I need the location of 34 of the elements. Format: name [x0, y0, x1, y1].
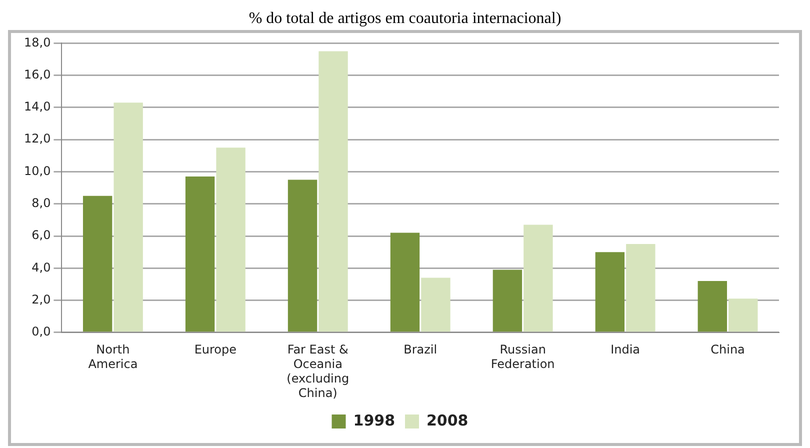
bar — [82, 196, 112, 332]
x-tick-label: Russian Federation — [490, 342, 555, 372]
y-tick-label: 12,0 — [24, 132, 51, 146]
x-tick-label: Brazil — [404, 342, 438, 357]
legend-label: 2008 — [426, 411, 468, 430]
x-tick-label: Europe — [194, 342, 237, 357]
x-tick-label: North America — [88, 342, 138, 372]
bar — [698, 280, 727, 332]
legend-label: 1998 — [353, 411, 395, 430]
bar — [390, 232, 420, 332]
y-tick-label: 18,0 — [24, 35, 51, 50]
y-tick-label: 4,0 — [32, 260, 51, 274]
bar — [626, 244, 656, 332]
x-tick-label: China — [710, 342, 745, 357]
y-tick-label: 14,0 — [24, 100, 51, 114]
bar — [288, 180, 318, 332]
chart-title: % do total de artigos em coautoria internacional) — [248, 9, 562, 29]
bar — [728, 298, 758, 332]
bar — [318, 51, 348, 332]
y-tick-label: 6,0 — [32, 228, 51, 242]
y-tick-label: 0,0 — [32, 324, 51, 339]
bar — [216, 148, 246, 332]
bar — [185, 176, 215, 332]
bar — [492, 270, 522, 332]
y-tick-label: 10,0 — [24, 164, 51, 178]
x-tick-label: Far East & Oceania (excluding China) — [286, 342, 350, 400]
bar — [114, 102, 143, 332]
y-tick-label: 16,0 — [24, 67, 51, 82]
y-tick-label: 8,0 — [32, 196, 51, 210]
bar — [524, 224, 553, 332]
bar — [595, 252, 625, 332]
bar — [421, 278, 450, 332]
x-tick-label: India — [610, 342, 640, 357]
y-tick-label: 2,0 — [32, 292, 51, 306]
